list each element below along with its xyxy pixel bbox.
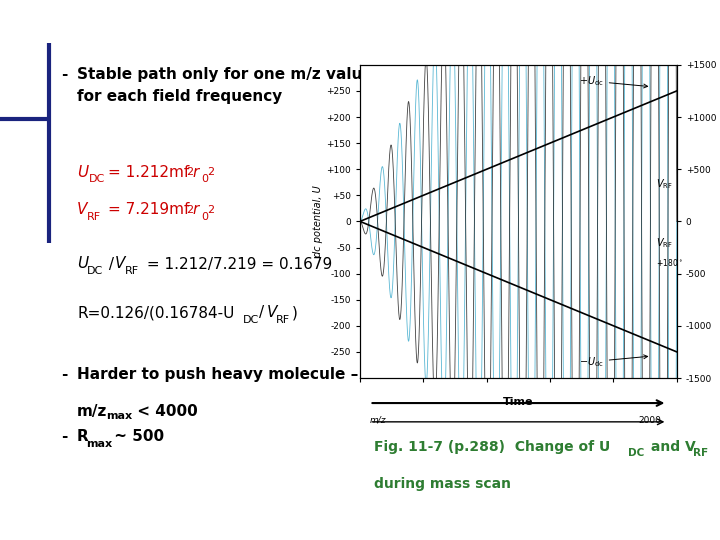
Text: max: max [107,411,132,422]
Text: $-U_\mathrm{dc}$: $-U_\mathrm{dc}$ [579,355,647,369]
Text: m/z: m/z [369,416,386,424]
Text: V: V [77,202,87,218]
Text: DC: DC [628,448,644,458]
Text: 0: 0 [201,174,208,185]
Text: 2000: 2000 [638,416,661,424]
Text: -: - [61,367,68,382]
Text: < 4000: < 4000 [132,404,197,419]
Text: = 1.212mf: = 1.212mf [108,165,189,180]
Text: = 1.212/7.219 = 0.1679: = 1.212/7.219 = 0.1679 [142,256,332,272]
Text: R: R [77,429,89,444]
Text: /: / [104,256,114,272]
Text: Harder to push heavy molecule –: Harder to push heavy molecule – [77,367,359,382]
Text: U: U [77,256,88,272]
Text: U: U [77,165,88,180]
Y-axis label: dc potential, U: dc potential, U [313,186,323,257]
Text: $+U_\mathrm{dc}$: $+U_\mathrm{dc}$ [579,74,647,88]
Text: V: V [115,256,125,272]
Text: R=0.126/(0.16784-U: R=0.126/(0.16784-U [77,305,235,320]
Text: during mass scan: during mass scan [374,477,511,491]
Text: 2: 2 [186,205,193,215]
Text: RF: RF [86,212,101,222]
Text: ~ 500: ~ 500 [109,429,165,444]
Text: 2: 2 [207,205,215,215]
Text: r: r [192,202,199,218]
Text: m/z: m/z [77,404,107,419]
Text: Fig. 11-7 (p.288)  Change of U: Fig. 11-7 (p.288) Change of U [374,440,611,454]
Text: 0: 0 [201,212,208,222]
Text: RF: RF [276,315,290,325]
Text: RF: RF [125,266,139,276]
Text: $V_\mathrm{RF}$: $V_\mathrm{RF}$ [656,177,673,191]
Text: and V: and V [646,440,696,454]
Text: 2: 2 [186,167,193,178]
Text: +180$^\circ$: +180$^\circ$ [656,256,683,268]
Text: Stable path only for one m/z value
for each field frequency: Stable path only for one m/z value for e… [77,68,373,104]
Text: DC: DC [86,266,103,276]
Text: r: r [192,165,199,180]
Text: Time: Time [503,397,534,407]
Text: /: / [259,305,264,320]
Text: DC: DC [243,315,259,325]
Text: = 7.219mf: = 7.219mf [108,202,189,218]
Text: ): ) [292,305,298,320]
Text: -: - [61,429,68,444]
Text: $V_\mathrm{RF}$: $V_\mathrm{RF}$ [656,237,673,250]
Text: -: - [61,68,68,83]
Text: DC: DC [89,174,106,185]
Text: 2: 2 [207,167,215,178]
Text: RF: RF [693,448,708,458]
Text: max: max [86,439,112,449]
Text: V: V [266,305,276,320]
